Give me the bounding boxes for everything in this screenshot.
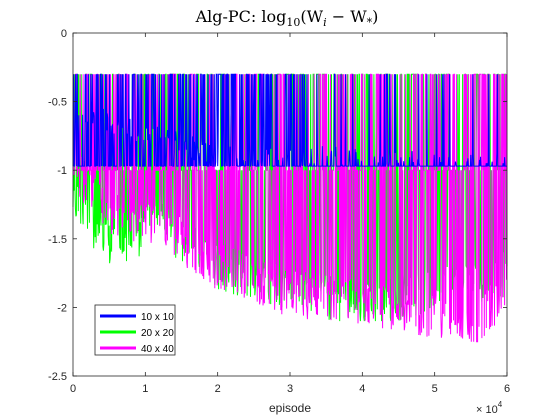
x-tick-label: 4 <box>359 383 365 395</box>
x-tick-label: 6 <box>504 383 510 395</box>
legend-label: 10 x 10 <box>141 312 174 323</box>
legend-label: 40 x 40 <box>141 344 174 355</box>
x-tick-label: 0 <box>70 383 76 395</box>
legend: 10 x 10 20 x 20 40 x 40 <box>95 305 175 355</box>
y-tick-label: -1.5 <box>48 234 67 246</box>
x-tick-label: 1 <box>142 383 148 395</box>
y-tick-label: -1 <box>57 165 67 177</box>
x-tick-label: 3 <box>287 383 293 395</box>
y-tick-label: -0.5 <box>48 97 67 109</box>
x-tick-label: 2 <box>215 383 221 395</box>
y-tick-label: -2 <box>57 302 67 314</box>
legend-label: 20 x 20 <box>141 328 174 339</box>
x-axis-label: episode <box>269 401 311 415</box>
y-tick-label: 0 <box>61 28 67 40</box>
y-tick-label: -2.5 <box>48 371 67 383</box>
x-tick-label: 5 <box>432 383 438 395</box>
